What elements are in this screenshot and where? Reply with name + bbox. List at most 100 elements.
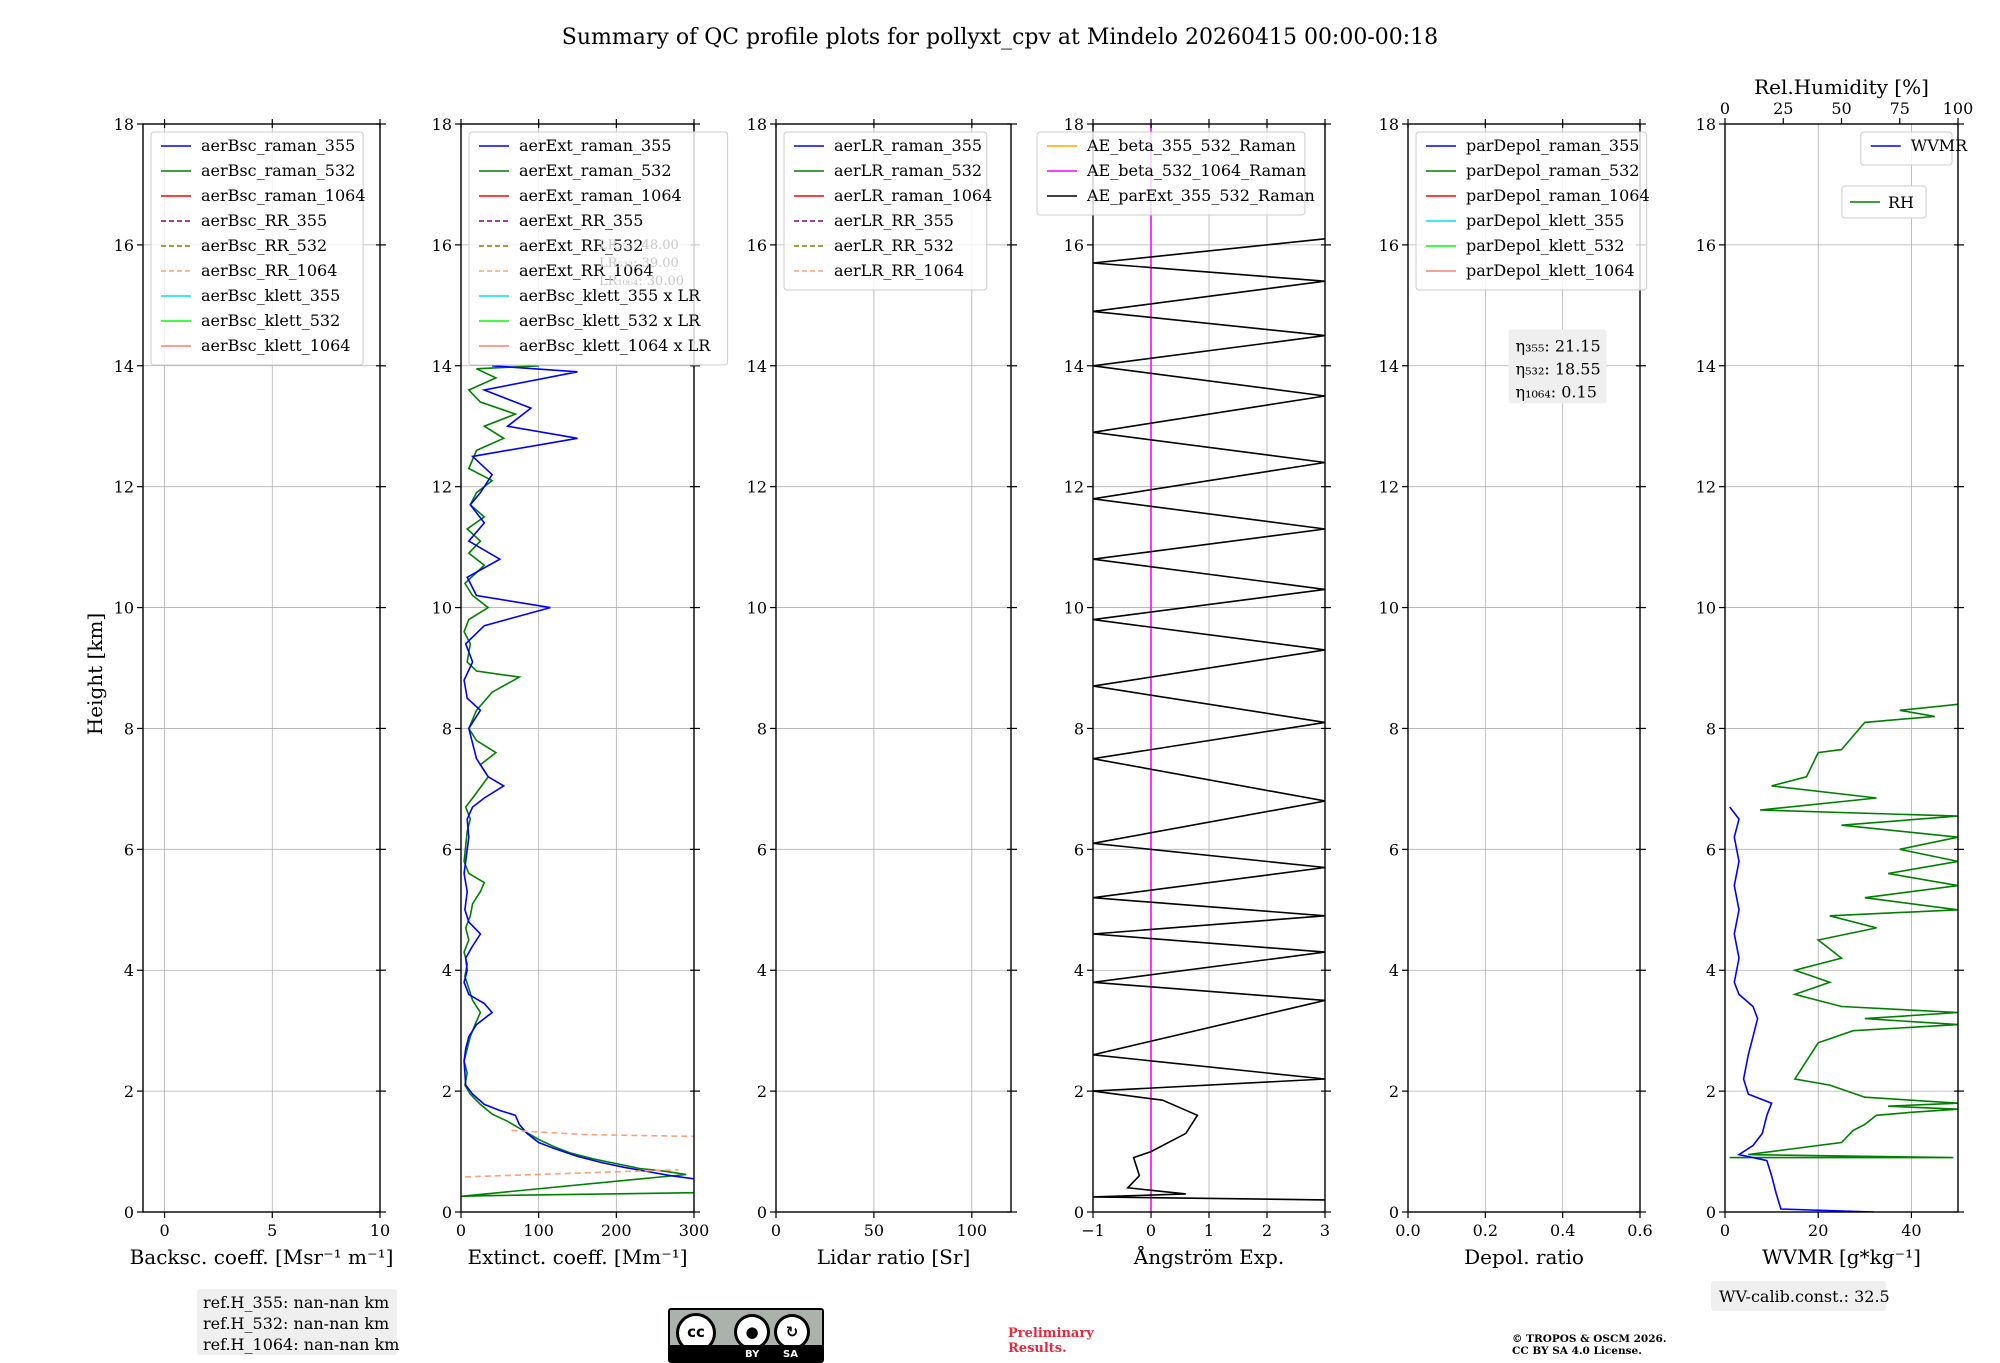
x-tick-label: 100 bbox=[957, 1221, 988, 1240]
x-tick-label: 300 bbox=[679, 1221, 710, 1240]
legend-label: aerExt_RR_532 bbox=[519, 236, 643, 255]
sa-icon: ↻ bbox=[774, 1314, 810, 1350]
y-tick-label: 12 bbox=[432, 478, 452, 497]
series-line-aerext-raman-355 bbox=[463, 365, 694, 1180]
x-axis-label: Ångström Exp. bbox=[1133, 1244, 1284, 1269]
legend-box bbox=[1860, 131, 1953, 166]
y-tick-label: 0 bbox=[442, 1203, 452, 1222]
legend-box-rh bbox=[1841, 185, 1927, 219]
legend: aerExt_raman_355 aerExt_raman_532 aerExt_r… bbox=[468, 131, 729, 366]
cc-label-sa: SA bbox=[783, 1349, 798, 1360]
panel-1: 0 2 4 6 8 10 12 14 16 18 0 5 10 Backsc. coeff. [Msr⁻¹… bbox=[114, 115, 399, 1355]
panel-5: 0 2 4 6 8 10 12 14 16 18 0.0 0.2 0.4 0.6 Depol. ratio p… bbox=[1379, 115, 1653, 1269]
series-line-rh bbox=[1729, 703, 1958, 1159]
legend-label: aerLR_raman_355 bbox=[834, 136, 982, 155]
ref-height-box bbox=[197, 1289, 397, 1355]
legend-label: WVMR bbox=[1911, 136, 1968, 155]
x-tick-label: 0 bbox=[771, 1221, 781, 1240]
legend-label: parDepol_klett_355 bbox=[1466, 211, 1624, 230]
y-tick-label: 14 bbox=[1064, 357, 1084, 376]
x-tick-label: 0 bbox=[456, 1221, 466, 1240]
legend-label: aerBsc_raman_1064 bbox=[201, 186, 366, 205]
legend-label: parDepol_raman_355 bbox=[1466, 136, 1639, 155]
legend-label: aerLR_RR_532 bbox=[834, 236, 954, 255]
series-group bbox=[1093, 124, 1325, 1212]
legend-box bbox=[1415, 131, 1648, 291]
figure-title: Summary of QC profile plots for pollyxt_… bbox=[562, 25, 1438, 50]
y-tick-label: 12 bbox=[114, 478, 134, 497]
preliminary-note: Preliminary Results. bbox=[1008, 1326, 1094, 1356]
legend-label: aerExt_RR_1064 bbox=[519, 261, 654, 280]
preliminary-line: Preliminary bbox=[1008, 1326, 1094, 1341]
x-tick-label: 50 bbox=[864, 1221, 884, 1240]
y-tick-label: 8 bbox=[442, 719, 452, 738]
x-axis-label: Lidar ratio [Sr] bbox=[817, 1245, 971, 1269]
legend-label: aerBsc_raman_355 bbox=[201, 136, 355, 155]
y-tick-label: 10 bbox=[1379, 599, 1399, 618]
legend-box bbox=[150, 131, 364, 366]
lr-note: LR₅₃₂: 39.00 bbox=[599, 256, 679, 271]
legend-label: parDepol_klett_532 bbox=[1466, 236, 1624, 255]
y-tick-label: 12 bbox=[747, 478, 767, 497]
top-x-tick-label: 50 bbox=[1831, 99, 1851, 118]
y-tick-label: 8 bbox=[1074, 719, 1084, 738]
x-tick-label: 20 bbox=[1808, 1221, 1828, 1240]
legend-label: aerExt_raman_1064 bbox=[519, 186, 682, 205]
y-tick-label: 2 bbox=[1706, 1082, 1716, 1101]
y-tick-label: 10 bbox=[114, 599, 134, 618]
eta-value: η₃₅₅: 21.15 bbox=[1516, 337, 1601, 356]
y-tick-label: 18 bbox=[114, 115, 134, 134]
ref-height-value: ref.H_355: nan-nan km bbox=[203, 1293, 389, 1312]
legend-label: aerBsc_RR_532 bbox=[201, 236, 327, 255]
legend-label: parDepol_raman_1064 bbox=[1466, 186, 1650, 205]
ref-height-value: ref.H_1064: nan-nan km bbox=[203, 1335, 399, 1354]
y-tick-label: 8 bbox=[124, 719, 134, 738]
y-tick-label: 12 bbox=[1696, 478, 1716, 497]
series-line-ae-parext-355-532-raman bbox=[1093, 238, 1325, 1201]
legend-label: aerBsc_klett_1064 x LR bbox=[519, 336, 711, 355]
eta-value: η₅₃₂: 18.55 bbox=[1516, 360, 1601, 379]
y-tick-label: 16 bbox=[1696, 236, 1716, 255]
y-tick-label: 14 bbox=[1696, 357, 1716, 376]
top-x-tick-label: 100 bbox=[1943, 99, 1974, 118]
panel-3: 0 2 4 6 8 10 12 14 16 18 0 50 100 Lidar ratio [Sr] aer… bbox=[747, 115, 1017, 1269]
x-axis-label: Depol. ratio bbox=[1464, 1245, 1584, 1269]
legend-label: aerLR_RR_355 bbox=[834, 211, 954, 230]
legend-label: aerBsc_klett_355 bbox=[201, 286, 340, 305]
series-line-aerext-rr-1064b bbox=[511, 1129, 694, 1138]
legend-label: aerLR_raman_1064 bbox=[834, 186, 992, 205]
y-tick-label: 0 bbox=[757, 1203, 767, 1222]
y-tick-label: 14 bbox=[114, 357, 134, 376]
preliminary-line: Results. bbox=[1008, 1341, 1067, 1356]
y-tick-label: 16 bbox=[1064, 236, 1084, 255]
legend-label: aerExt_raman_532 bbox=[519, 161, 672, 180]
panel-frame bbox=[142, 123, 381, 1213]
top-x-tick-label: 25 bbox=[1773, 99, 1793, 118]
x-tick-label: 5 bbox=[267, 1221, 277, 1240]
legend: parDepol_raman_355 parDepol_raman_532 parD… bbox=[1415, 131, 1650, 291]
eta-value: η₁₀₆₄: 0.15 bbox=[1516, 383, 1597, 402]
legend: aerBsc_raman_355 aerBsc_raman_532 aerBsc_r… bbox=[150, 131, 366, 366]
cc-badge-bar bbox=[670, 1345, 822, 1361]
legend-label: parDepol_klett_1064 bbox=[1466, 261, 1635, 280]
legend-box bbox=[468, 131, 729, 366]
cc-label-by: BY bbox=[745, 1349, 760, 1360]
x-tick-label: −1 bbox=[1081, 1221, 1105, 1240]
legend: aerLR_raman_355 aerLR_raman_532 aerLR_rama… bbox=[783, 131, 992, 291]
y-tick-label: 4 bbox=[757, 961, 767, 980]
copyright-line: CC BY SA 4.0 License. bbox=[1512, 1345, 1642, 1357]
legend-label: aerLR_RR_1064 bbox=[834, 261, 964, 280]
legend: AE_beta_355_532_Raman AE_beta_532_1064_Ra… bbox=[1036, 131, 1315, 216]
y-tick-label: 4 bbox=[1074, 961, 1084, 980]
x-tick-label: 0.6 bbox=[1627, 1221, 1652, 1240]
panel-frame bbox=[1407, 123, 1641, 1213]
x-tick-label: 40 bbox=[1901, 1221, 1921, 1240]
y-tick-label: 6 bbox=[124, 840, 134, 859]
y-tick-label: 14 bbox=[747, 357, 767, 376]
y-tick-label: 6 bbox=[1706, 840, 1716, 859]
y-tick-label: 14 bbox=[1379, 357, 1399, 376]
y-axis-label: Height [km] bbox=[83, 613, 107, 735]
